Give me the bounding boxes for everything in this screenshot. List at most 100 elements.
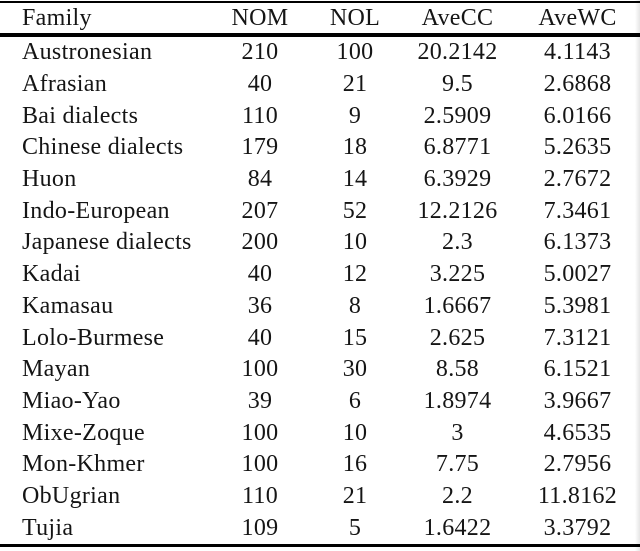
nom-cell: 100 bbox=[241, 451, 279, 478]
family-cell: Indo-European bbox=[22, 197, 170, 224]
header-row: Family NOM NOL AveCC AveWC bbox=[0, 2, 640, 37]
table-row: Chinese dialects 179 18 6.8771 5.2635 bbox=[0, 132, 640, 164]
nol-cell: 10 bbox=[342, 419, 368, 446]
family-cell: Kadai bbox=[22, 261, 81, 288]
avecc-cell: 2.2 bbox=[442, 482, 473, 509]
col-header-avewc: AveWC bbox=[515, 2, 640, 37]
avecc-cell: 2.5909 bbox=[423, 102, 492, 129]
nol-cell: 6 bbox=[348, 387, 362, 414]
nom-cell: 39 bbox=[247, 387, 273, 414]
avecc-cell: 6.8771 bbox=[423, 134, 492, 161]
family-cell: Mon-Khmer bbox=[22, 451, 145, 478]
nol-cell: 15 bbox=[342, 324, 368, 351]
table-row: Miao-Yao 39 6 1.8974 3.9667 bbox=[0, 386, 640, 418]
avecc-cell: 8.58 bbox=[435, 356, 480, 383]
col-header-family: Family bbox=[0, 2, 210, 37]
nom-cell: 179 bbox=[241, 134, 279, 161]
avewc-cell: 3.3792 bbox=[543, 514, 612, 541]
nol-cell: 52 bbox=[342, 197, 368, 224]
avecc-cell: 20.2142 bbox=[417, 39, 498, 66]
nol-cell: 8 bbox=[348, 292, 362, 319]
nom-cell: 110 bbox=[241, 482, 278, 509]
table-row: Bai dialects 110 9 2.5909 6.0166 bbox=[0, 100, 640, 132]
nol-cell: 10 bbox=[342, 229, 368, 256]
avecc-cell: 6.3929 bbox=[423, 166, 492, 193]
avecc-cell: 2.625 bbox=[429, 324, 486, 351]
nom-cell: 40 bbox=[247, 261, 273, 288]
avewc-cell: 6.1521 bbox=[543, 356, 612, 383]
nol-cell: 21 bbox=[342, 482, 368, 509]
avewc-cell: 4.6535 bbox=[543, 419, 612, 446]
nol-cell: 14 bbox=[342, 166, 368, 193]
nom-cell: 100 bbox=[241, 356, 279, 383]
nom-cell: 110 bbox=[241, 102, 278, 129]
avecc-cell: 1.6422 bbox=[423, 514, 492, 541]
avewc-cell: 4.1143 bbox=[544, 39, 611, 66]
table-row: Japanese dialects 200 10 2.3 6.1373 bbox=[0, 227, 640, 259]
nol-cell: 5 bbox=[348, 514, 362, 541]
family-cell: Chinese dialects bbox=[22, 134, 184, 161]
nol-cell: 18 bbox=[342, 134, 368, 161]
avewc-cell: 6.0166 bbox=[543, 102, 612, 129]
avewc-cell: 5.3981 bbox=[543, 292, 612, 319]
family-cell: Mayan bbox=[22, 356, 91, 383]
table-row: Kamasau 36 8 1.6667 5.3981 bbox=[0, 291, 640, 323]
nol-cell: 9 bbox=[348, 102, 362, 129]
avewc-cell: 3.9667 bbox=[543, 387, 612, 414]
nom-cell: 84 bbox=[247, 166, 273, 193]
table-row: Mixe-Zoque 100 10 3 4.6535 bbox=[0, 417, 640, 449]
table-row: Indo-European 207 52 12.2126 7.3461 bbox=[0, 195, 640, 227]
family-cell: Tujia bbox=[22, 514, 74, 541]
family-cell: Miao-Yao bbox=[22, 387, 121, 414]
nol-cell: 100 bbox=[336, 39, 374, 66]
avewc-cell: 5.2635 bbox=[543, 134, 612, 161]
nol-cell: 30 bbox=[342, 356, 368, 383]
nol-cell: 16 bbox=[342, 451, 368, 478]
family-cell: Afrasian bbox=[22, 71, 108, 98]
nom-cell: 200 bbox=[241, 229, 279, 256]
nom-cell: 40 bbox=[247, 324, 273, 351]
family-cell: Kamasau bbox=[22, 292, 114, 319]
avewc-cell: 2.7956 bbox=[543, 451, 612, 478]
family-cell: ObUgrian bbox=[22, 482, 121, 509]
nom-cell: 207 bbox=[241, 197, 279, 224]
table-row: Lolo-Burmese 40 15 2.625 7.3121 bbox=[0, 322, 640, 354]
avewc-cell: 11.8162 bbox=[537, 482, 618, 509]
nom-cell: 210 bbox=[241, 39, 279, 66]
avecc-cell: 12.2126 bbox=[417, 197, 498, 224]
family-cell: Lolo-Burmese bbox=[22, 324, 165, 351]
col-header-nol: NOL bbox=[310, 2, 400, 37]
avewc-cell: 7.3121 bbox=[543, 324, 612, 351]
table-row: ObUgrian 110 21 2.2 11.8162 bbox=[0, 481, 640, 513]
table-body: Austronesian 210 100 20.2142 4.1143 Afra… bbox=[0, 35, 640, 546]
table-row: Afrasian 40 21 9.5 2.6868 bbox=[0, 69, 640, 101]
avewc-cell: 5.0027 bbox=[543, 261, 612, 288]
family-cell: Mixe-Zoque bbox=[22, 419, 145, 446]
table-row: Mon-Khmer 100 16 7.75 2.7956 bbox=[0, 449, 640, 481]
col-header-nom: NOM bbox=[210, 2, 310, 37]
table-row: Huon 84 14 6.3929 2.7672 bbox=[0, 164, 640, 196]
table-row: Austronesian 210 100 20.2142 4.1143 bbox=[0, 35, 640, 69]
nom-cell: 36 bbox=[247, 292, 273, 319]
table-row: Tujia 109 5 1.6422 3.3792 bbox=[0, 512, 640, 545]
family-cell: Austronesian bbox=[22, 39, 153, 66]
table-row: Kadai 40 12 3.225 5.0027 bbox=[0, 259, 640, 291]
avewc-cell: 2.7672 bbox=[543, 166, 612, 193]
avecc-cell: 2.3 bbox=[442, 229, 473, 256]
avecc-cell: 3.225 bbox=[429, 261, 486, 288]
nol-cell: 12 bbox=[342, 261, 368, 288]
avecc-cell: 1.8974 bbox=[423, 387, 492, 414]
table-header: Family NOM NOL AveCC AveWC bbox=[0, 2, 640, 37]
nom-cell: 40 bbox=[247, 71, 273, 98]
family-cell: Bai dialects bbox=[22, 102, 139, 129]
nom-cell: 109 bbox=[241, 514, 279, 541]
avecc-cell: 7.75 bbox=[435, 451, 480, 478]
avewc-cell: 7.3461 bbox=[543, 197, 612, 224]
table-row: Mayan 100 30 8.58 6.1521 bbox=[0, 354, 640, 386]
avecc-cell: 1.6667 bbox=[423, 292, 492, 319]
family-cell: Huon bbox=[22, 166, 77, 193]
nol-cell: 21 bbox=[342, 71, 368, 98]
nom-cell: 100 bbox=[241, 419, 279, 446]
